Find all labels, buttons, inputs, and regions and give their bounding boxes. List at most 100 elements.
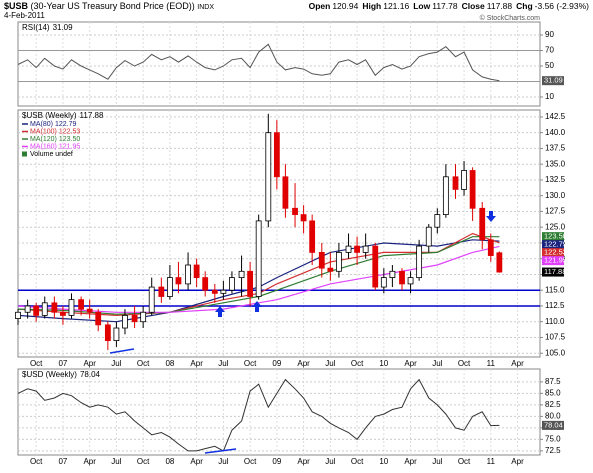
candle-body	[487, 239, 494, 256]
x-tick-label: Jul	[432, 359, 442, 368]
panel-title-name: RSI(14)	[22, 23, 50, 32]
legend-entry: MA(120) 123.50	[30, 136, 80, 143]
candle-body	[362, 245, 369, 253]
candle-body	[158, 286, 165, 297]
candle-body	[265, 132, 272, 222]
quote: Open 120.94 High 121.16 Low 117.78 Close 117.88…	[309, 1, 590, 11]
x-tick-label: 08	[165, 457, 174, 466]
value-tag	[542, 76, 564, 86]
candle-body	[461, 170, 467, 190]
x-tick-label: Oct	[351, 457, 364, 466]
legend-name: MA(80)	[30, 121, 53, 128]
y-tick-label: 107.5	[545, 333, 566, 342]
candle-body	[220, 289, 227, 294]
value-tag	[542, 232, 564, 242]
candle-body	[416, 245, 423, 279]
x-tick-label: Oct	[458, 457, 471, 466]
x-tick-label: Jul	[218, 359, 228, 368]
candle-body	[389, 270, 396, 279]
line	[17, 43, 500, 82]
x-tick-label: Jul	[325, 359, 335, 368]
quote-value: 117.78	[432, 1, 458, 11]
candle-body	[282, 176, 289, 209]
y-tick-label: 115.0	[545, 285, 565, 294]
panel-frame	[17, 368, 541, 456]
candle-body	[434, 214, 441, 228]
y-tick-label: 142.5	[545, 112, 566, 121]
candle-body	[33, 305, 40, 316]
candle-body	[41, 302, 48, 316]
legend-value: 123.50	[59, 136, 81, 143]
legend-swatch	[22, 151, 27, 157]
candle-body	[309, 220, 316, 253]
y-tick-label: 72.5	[545, 446, 561, 455]
moving-average	[17, 245, 500, 313]
candle-body	[425, 226, 432, 247]
quote-label: High	[362, 1, 381, 11]
y-tick-label: 130.0	[545, 191, 566, 200]
legend-name: MA(120)	[30, 136, 57, 143]
quote-label: Chg	[516, 1, 533, 11]
candle-body	[496, 252, 503, 273]
credit: © StockCharts.com	[480, 14, 541, 22]
candle-body	[60, 311, 66, 316]
candle-body	[336, 252, 342, 272]
y-tick-label: 140.0	[545, 128, 566, 137]
candle-body	[469, 170, 476, 209]
moving-average	[17, 239, 500, 323]
x-tick-label: 08	[165, 359, 174, 368]
candle-body	[399, 270, 405, 285]
up-arrow	[252, 301, 262, 312]
y-tick-label: 90	[545, 30, 554, 39]
y-tick-label: 105.0	[545, 348, 566, 357]
candle-body	[166, 277, 173, 297]
moving-average	[17, 236, 500, 315]
quote-label: Low	[413, 1, 430, 11]
candle-body	[380, 277, 387, 288]
date: 4-Feb-2011	[4, 11, 45, 20]
legend-entry: MA(80) 122.79	[30, 121, 76, 128]
legend-name: MA(100)	[30, 128, 57, 135]
quote-value: 117.88	[487, 1, 513, 11]
candle-body	[104, 324, 111, 342]
candle-body	[318, 252, 325, 269]
candle-body	[354, 245, 360, 253]
candle-body	[255, 220, 262, 297]
y-tick-label: 85.0	[545, 388, 561, 397]
quote-label: Close	[462, 1, 485, 11]
legend-name: MA(160)	[30, 143, 57, 150]
exchange: INDX	[197, 4, 214, 11]
quote-value: -3.56 (-2.93%)	[535, 1, 589, 11]
legend-title: $USB (Weekly) 117.88	[22, 111, 104, 120]
panel-title: RSI(14) 31.09	[22, 23, 73, 32]
panel-title: $USD (Weekly) 78.04	[22, 370, 101, 379]
y-tick-label: 127.5	[545, 207, 566, 216]
value-tag-label: 122.79	[544, 240, 567, 249]
line	[17, 378, 500, 452]
x-tick-label: Oct	[458, 359, 471, 368]
y-tick-label: 80.0	[545, 411, 561, 420]
candle-body	[300, 214, 307, 222]
y-tick-label: 137.5	[545, 144, 566, 153]
x-tick-label: 10	[379, 457, 388, 466]
y-tick-label: 125.0	[545, 222, 566, 231]
x-tick-label: Jul	[218, 457, 228, 466]
x-tick-label: Apr	[404, 457, 417, 466]
candle-body	[131, 315, 138, 323]
candle-body	[113, 327, 120, 342]
y-tick-label: 135.0	[545, 159, 566, 168]
x-tick-label: 11	[487, 457, 496, 466]
x-tick-label: Apr	[297, 359, 310, 368]
candle-body	[193, 264, 200, 279]
x-tick-label: Apr	[511, 457, 524, 466]
trend-line	[109, 348, 135, 354]
y-tick-label: 10	[545, 92, 554, 101]
candle-body	[345, 245, 352, 253]
legend-name: $USB (Weekly)	[22, 111, 77, 120]
legend-value: 121.95	[59, 143, 81, 150]
x-tick-label: Oct	[137, 457, 150, 466]
x-tick-label: 07	[58, 359, 67, 368]
